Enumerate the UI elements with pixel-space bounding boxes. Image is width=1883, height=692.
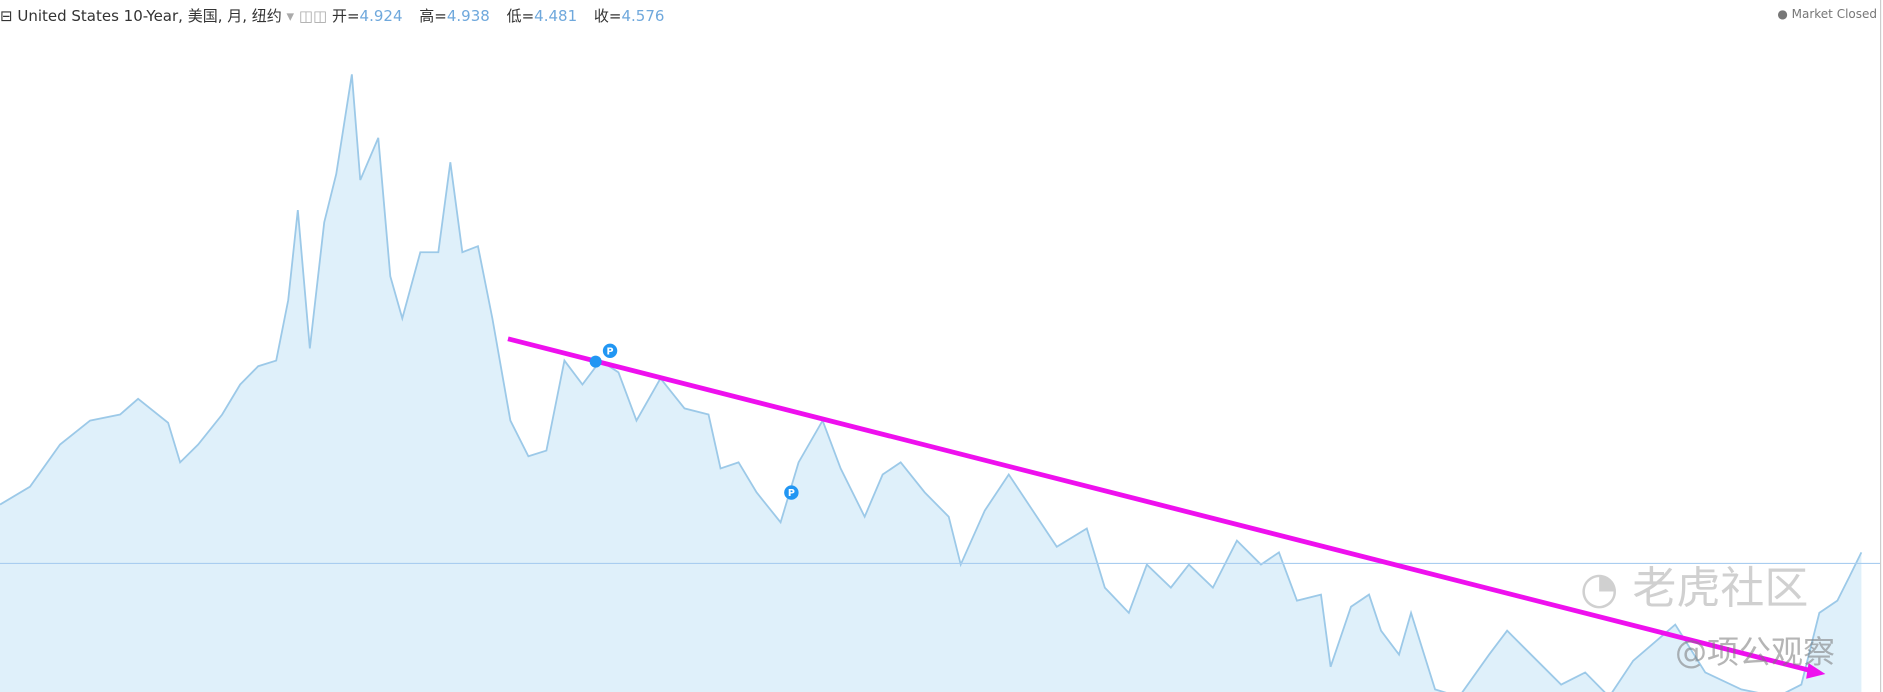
area-line	[0, 74, 1863, 692]
collapse-icon[interactable]: ⊟	[0, 7, 18, 25]
status-text: Market Closed	[1791, 7, 1877, 21]
trend-line	[507, 336, 1820, 676]
legend-header: ⊟ United States 10-Year, 美国, 月, 纽约 ▾ ◫◫ …	[0, 7, 665, 25]
watermark-author: @项公观察	[1675, 633, 1836, 671]
marker[interactable]	[589, 355, 602, 368]
svg-text:P: P	[788, 488, 795, 499]
ohlc-value: 4.576	[621, 7, 665, 25]
area-fill	[0, 74, 1862, 692]
ohlc-label: 低=	[506, 7, 535, 25]
brand-text: 老虎社区	[1632, 563, 1809, 614]
ohlc-value: 4.924	[359, 7, 403, 25]
symbol[interactable]: United States 10-Year, 美国, 月, 纽约	[17, 7, 282, 25]
ohlc-value: 4.938	[446, 7, 490, 25]
ohlc-label: 开=	[331, 7, 360, 25]
ohlc-label: 高=	[419, 7, 447, 25]
marker[interactable]: P	[602, 343, 618, 359]
trend-arrow	[1806, 663, 1826, 679]
marker[interactable]: P	[784, 485, 799, 500]
market-status: ● Market Closed	[1777, 7, 1877, 21]
watermark-brand: ◔ 老虎社区	[1580, 563, 1809, 614]
ohlc-value: 4.481	[534, 7, 578, 25]
ohlc-label: 收=	[593, 7, 622, 25]
svg-text:P: P	[607, 346, 614, 357]
